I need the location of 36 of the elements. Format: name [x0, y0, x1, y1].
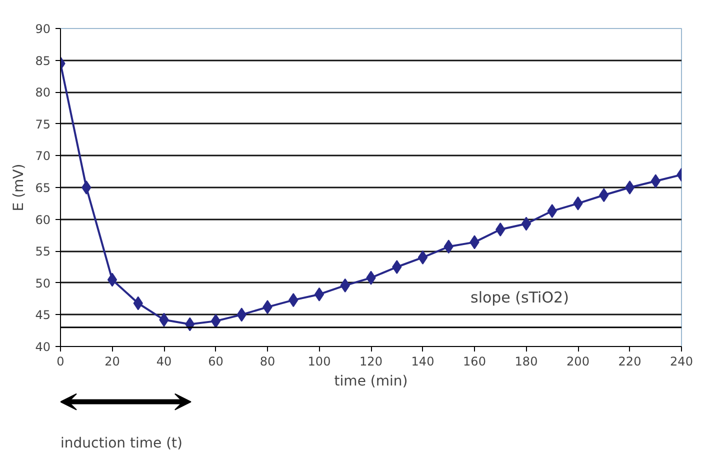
point: [107, 272, 118, 287]
x-tick-label: 160: [463, 354, 486, 368]
x-tick-label: 40: [156, 354, 172, 368]
point: [314, 287, 324, 302]
x-axis-title: time (min): [334, 374, 408, 390]
x-tick-label: 140: [411, 354, 434, 368]
y-tick-label: 60: [35, 212, 51, 227]
y-tick-label: 70: [35, 149, 51, 164]
point: [521, 216, 532, 231]
x-tick-label: 20: [104, 354, 120, 368]
y-tick-label: 50: [35, 276, 51, 290]
x-tick-label: 0: [56, 354, 64, 368]
x-tick-label: 240: [670, 354, 693, 368]
x-tick-label: 60: [208, 354, 224, 368]
y-tick-label: 65: [35, 181, 51, 195]
y-tick-label: 85: [35, 54, 51, 68]
annotation: slope (sTiO2): [470, 288, 569, 306]
point: [210, 314, 221, 328]
x-tick-label: 120: [360, 354, 382, 368]
y-tick-label: 75: [35, 117, 51, 132]
y-tick-label: 45: [35, 308, 51, 322]
text: induction time (t): [60, 435, 182, 452]
y-tick-label: 90: [35, 22, 51, 36]
x-tick-label: 180: [514, 354, 538, 368]
y-tick-label: 55: [35, 244, 51, 259]
y-axis-title: E (mV): [11, 164, 28, 212]
y-tick-label: 80: [35, 86, 51, 100]
point: [392, 260, 402, 274]
x-tick-label: 100: [308, 354, 331, 368]
point: [82, 180, 92, 194]
point: [418, 250, 428, 264]
point: [624, 180, 635, 194]
y-tick-label: 40: [35, 340, 51, 354]
x-tick-label: 200: [566, 354, 590, 368]
x-tick-label: 80: [260, 354, 276, 368]
x-tick-label: 220: [618, 354, 642, 368]
